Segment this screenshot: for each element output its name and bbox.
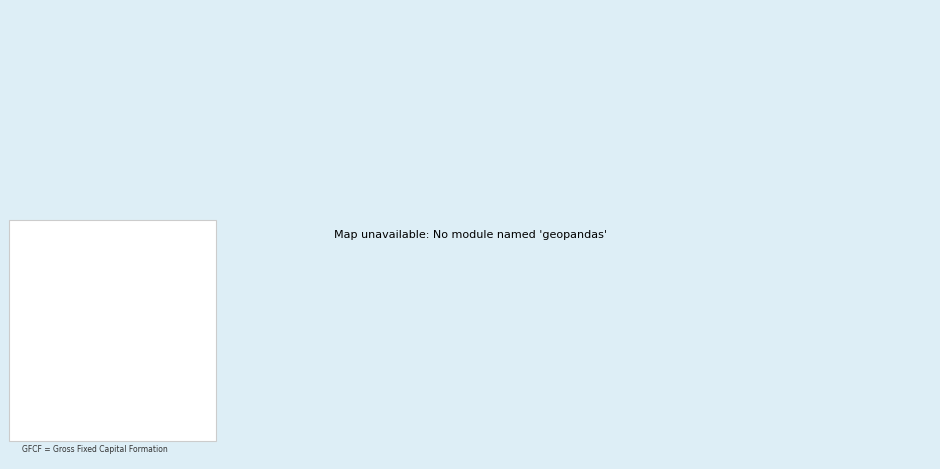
Bar xyxy=(20,271,47,286)
Bar xyxy=(20,381,47,396)
Text: FDI Inflows (% of GFCF): FDI Inflows (% of GFCF) xyxy=(22,229,151,239)
Text: 25 - 50%: 25 - 50% xyxy=(57,318,98,326)
Text: 10 - 25%: 10 - 25% xyxy=(57,295,98,304)
Bar xyxy=(20,359,47,374)
Text: Map unavailable: No module named 'geopandas': Map unavailable: No module named 'geopan… xyxy=(334,229,606,240)
Text: 50 - 75%: 50 - 75% xyxy=(57,340,98,348)
Bar xyxy=(20,337,47,352)
Text: GFCF = Gross Fixed Capital Formation: GFCF = Gross Fixed Capital Formation xyxy=(22,445,167,454)
Text: 5 - 10%: 5 - 10% xyxy=(57,273,92,282)
FancyBboxPatch shape xyxy=(9,220,216,441)
Bar xyxy=(20,249,47,264)
Text: Source: UNCTAD World Investment Report: Source: UNCTAD World Investment Report xyxy=(22,415,182,424)
Bar xyxy=(20,293,47,308)
Text: 26 July 2011: 26 July 2011 xyxy=(22,430,70,439)
Text: 100% +: 100% + xyxy=(57,384,93,393)
Text: Less than 5%: Less than 5% xyxy=(57,251,118,260)
Bar xyxy=(20,315,47,330)
Text: 75 - 100%: 75 - 100% xyxy=(57,362,103,371)
